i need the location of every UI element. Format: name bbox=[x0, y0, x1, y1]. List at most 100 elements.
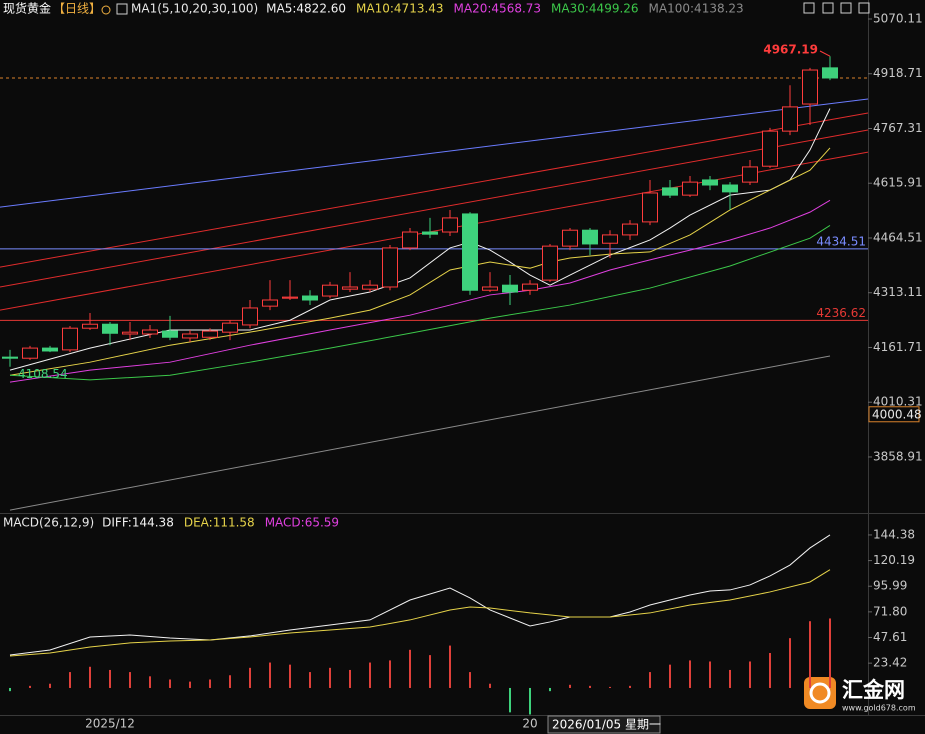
candle-body bbox=[442, 217, 458, 233]
candle-body bbox=[782, 106, 798, 132]
macd-bar bbox=[309, 672, 311, 688]
macd-bar bbox=[289, 664, 291, 688]
candle-body bbox=[202, 330, 218, 338]
macd-bar bbox=[669, 664, 671, 688]
macd-bar bbox=[509, 687, 511, 713]
candle-body bbox=[2, 356, 18, 359]
candle-body bbox=[522, 283, 538, 291]
macd-bar bbox=[329, 667, 331, 688]
y-tick-label: 144.38 bbox=[873, 527, 915, 541]
candle-body bbox=[122, 331, 138, 335]
candle-body bbox=[662, 187, 678, 196]
macd-bar bbox=[129, 672, 131, 688]
legend-text: 【日线】 bbox=[53, 2, 101, 16]
macd-bar bbox=[389, 660, 391, 688]
candle-body bbox=[482, 286, 498, 291]
legend-text: MA5:4822.60 bbox=[266, 2, 346, 16]
macd-bar bbox=[749, 661, 751, 688]
y-tick-label: 4464.51 bbox=[873, 230, 923, 244]
candle-body bbox=[622, 223, 638, 236]
macd-bar bbox=[349, 669, 351, 688]
macd-bar bbox=[9, 687, 11, 692]
candle-body bbox=[642, 192, 658, 223]
legend-text: DIFF:144.38 bbox=[102, 516, 174, 530]
candle-body bbox=[42, 347, 58, 352]
y-tick-label: 4767.31 bbox=[873, 121, 923, 135]
candle-body bbox=[682, 181, 698, 196]
y-tick-label: 4615.91 bbox=[873, 176, 923, 190]
legend-icon bbox=[116, 3, 128, 15]
icon[interactable] bbox=[840, 2, 852, 14]
high-pointer bbox=[819, 50, 831, 57]
macd-bar bbox=[369, 662, 371, 688]
candle-body bbox=[302, 295, 318, 301]
macd-bar bbox=[549, 687, 551, 692]
candle-body bbox=[402, 231, 418, 249]
level-label: 4236.62 bbox=[816, 306, 866, 320]
legend-icon bbox=[101, 5, 111, 15]
legend-text: 现货黄金 bbox=[3, 1, 51, 16]
level-marker bbox=[868, 406, 920, 423]
macd-bar bbox=[689, 660, 691, 688]
trend-line bbox=[0, 98, 869, 208]
macd-bar bbox=[109, 669, 111, 688]
macd-bar bbox=[209, 679, 211, 688]
macd-bar bbox=[569, 684, 571, 688]
candle-body bbox=[82, 323, 98, 329]
y-tick-label: 120.19 bbox=[873, 553, 915, 567]
logo-name: 汇金网 bbox=[842, 678, 905, 702]
candle-body bbox=[182, 333, 198, 339]
crosshair-label: 2026/01/05 星期一 bbox=[552, 718, 661, 732]
macd-bar bbox=[249, 667, 251, 688]
icon[interactable] bbox=[803, 2, 815, 14]
macd-line bbox=[9, 569, 831, 657]
candle-body bbox=[602, 234, 618, 244]
ma-line bbox=[9, 355, 831, 511]
macd-bar bbox=[729, 669, 731, 688]
candle-body bbox=[102, 323, 118, 334]
logo-box bbox=[804, 677, 836, 709]
level-label: 4000.48 bbox=[872, 407, 922, 421]
crosshair-box bbox=[547, 715, 661, 734]
macd-bar bbox=[69, 672, 71, 688]
legend-text: MA10:4713.43 bbox=[356, 2, 444, 16]
y-tick-label: 3858.91 bbox=[873, 449, 923, 463]
y-tick-label: 47.61 bbox=[873, 630, 907, 644]
candle-body bbox=[462, 213, 478, 291]
macd-bar bbox=[649, 672, 651, 688]
icon[interactable] bbox=[822, 2, 834, 14]
macd-bar bbox=[189, 681, 191, 688]
legend-text: MACD(26,12,9) bbox=[3, 516, 94, 530]
candle-body bbox=[582, 229, 598, 245]
candle-body bbox=[62, 327, 78, 351]
candle-body bbox=[262, 299, 278, 307]
trend-line bbox=[0, 129, 869, 288]
macd-bar bbox=[489, 683, 491, 688]
legend-text: MA100:4138.23 bbox=[649, 2, 744, 16]
high-label: 4967.19 bbox=[763, 43, 818, 57]
candle-body bbox=[542, 245, 558, 281]
macd-bar bbox=[469, 672, 471, 688]
macd-bar bbox=[229, 675, 231, 688]
candle-body bbox=[342, 286, 358, 290]
candle-body bbox=[822, 67, 838, 79]
y-tick-label: 4161.71 bbox=[873, 340, 923, 354]
macd-bar bbox=[149, 676, 151, 688]
candle-body bbox=[282, 296, 298, 299]
macd-bar bbox=[589, 685, 591, 688]
icon[interactable] bbox=[858, 2, 870, 14]
logo-url: www.gold678.com bbox=[842, 704, 916, 713]
macd-bar bbox=[409, 649, 411, 688]
toolbar-icons bbox=[803, 2, 870, 14]
y-tick-label: 4918.71 bbox=[873, 66, 923, 80]
candle-body bbox=[702, 179, 718, 186]
macd-bar bbox=[429, 655, 431, 688]
candle-body bbox=[502, 284, 518, 293]
candle-body bbox=[362, 284, 378, 290]
candle-body bbox=[322, 284, 338, 297]
macd-line bbox=[9, 534, 831, 656]
logo-mark bbox=[804, 677, 836, 709]
ma-line bbox=[9, 108, 831, 371]
y-tick-label: 5070.11 bbox=[873, 11, 923, 25]
